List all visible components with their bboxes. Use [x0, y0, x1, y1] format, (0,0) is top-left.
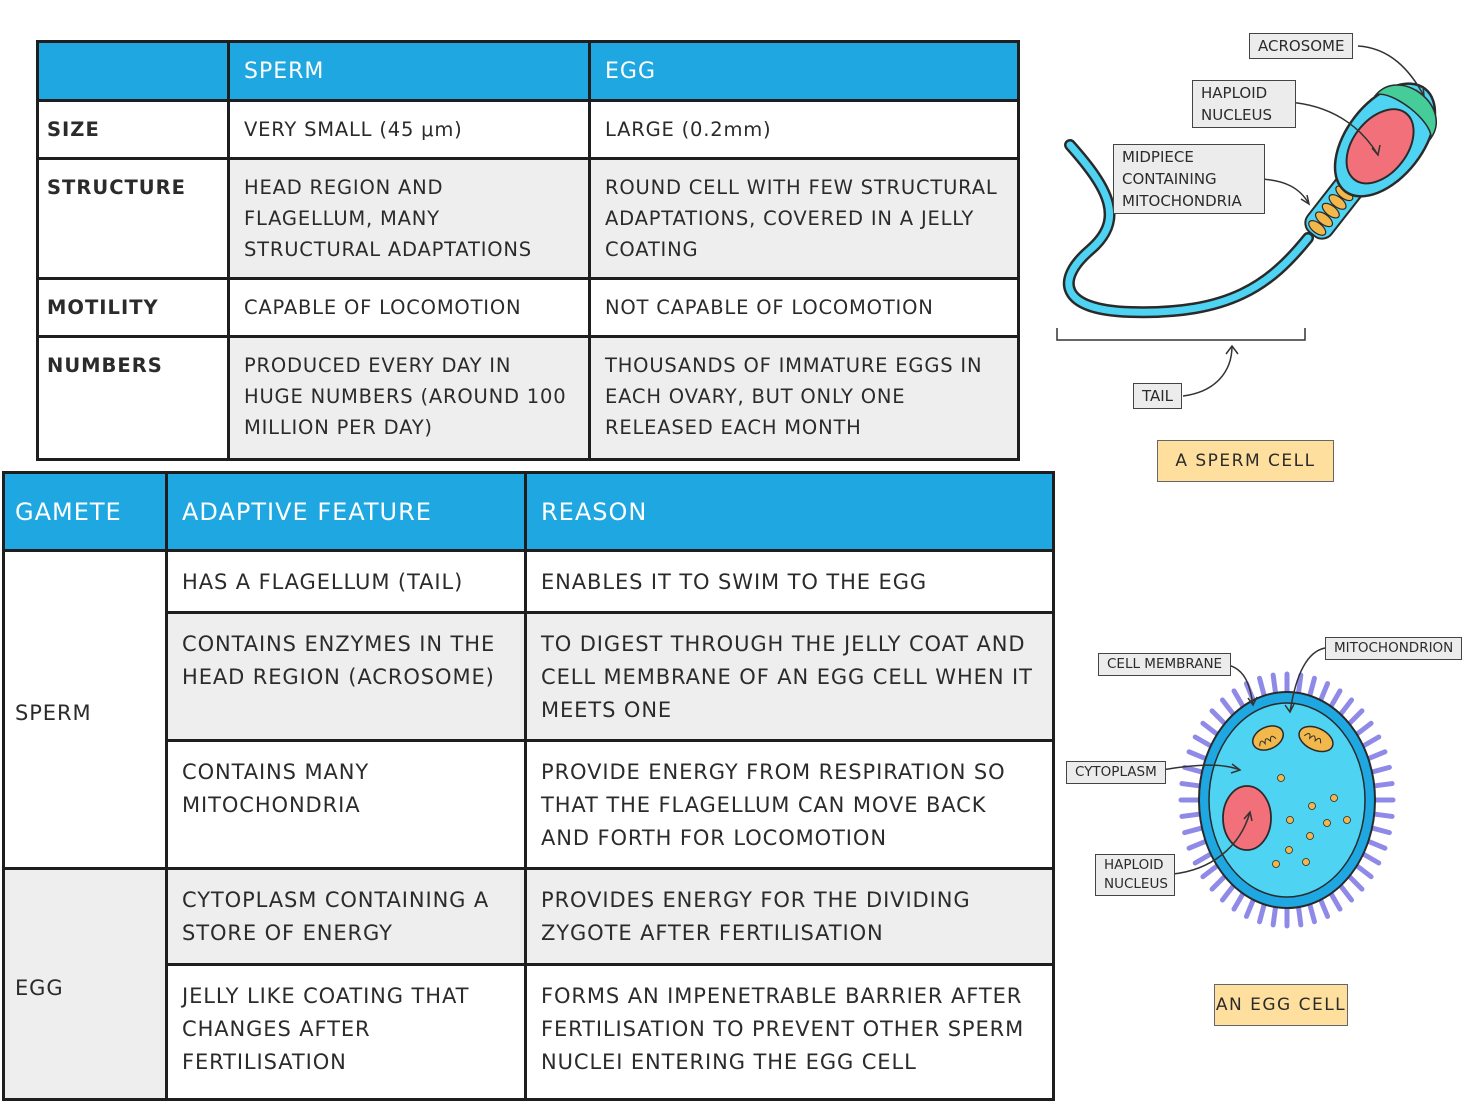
egg-cell: LARGE (0.2mm)	[588, 99, 1020, 160]
egg-cell: THOUSANDS OF IMMATURE EGGS IN EACH OVARY…	[588, 335, 1020, 461]
adaptations-table: GAMETE ADAPTIVE FEATURE REASON SPERM HAS…	[2, 471, 1055, 1101]
egg-cell-illustration	[1178, 671, 1396, 929]
reason-cell: ENABLES IT TO SWIM TO THE EGG	[524, 549, 1055, 614]
label-midpiece: MIDPIECE CONTAINING MITOCHONDRIA	[1113, 144, 1265, 214]
egg-energy-granules	[1272, 774, 1351, 868]
comparison-header-row: SPERM EGG	[36, 40, 1020, 102]
adaptations-header-gamete: GAMETE	[2, 471, 168, 552]
adaptations-header-row: GAMETE ADAPTIVE FEATURE REASON	[2, 471, 1055, 552]
sperm-cell: PRODUCED EVERY DAY IN HUGE NUMBERS (AROU…	[227, 335, 591, 461]
adaptation-row: SPERM HAS A FLAGELLUM (TAIL) ENABLES IT …	[2, 549, 1055, 870]
egg-nucleus	[1222, 785, 1272, 851]
label-cell-membrane: CELL MEMBRANE	[1098, 653, 1232, 676]
sperm-pointers	[1182, 45, 1425, 397]
label-cytoplasm: CYTOPLASM	[1066, 761, 1166, 784]
tail-bracket	[1056, 328, 1306, 341]
row-label: MOTILITY	[36, 277, 230, 338]
row-label: SIZE	[36, 99, 230, 160]
gamete-egg: EGG	[2, 867, 168, 1101]
row-label: NUMBERS	[36, 335, 230, 461]
comparison-header-egg: EGG	[588, 40, 1020, 102]
egg-cell: NOT CAPABLE OF LOCOMOTION	[588, 277, 1020, 338]
feature-cell: CONTAINS MANY MITOCHONDRIA	[165, 739, 527, 870]
reason-cell: PROVIDES ENERGY FOR THE DIVIDING ZYGOTE …	[524, 867, 1055, 966]
sperm-acrosome	[1373, 84, 1438, 141]
egg-pointers	[1155, 647, 1326, 875]
egg-caption: AN EGG CELL	[1214, 984, 1348, 1026]
feature-cell: HAS A FLAGELLUM (TAIL)	[165, 549, 527, 614]
egg-mitochondria	[1252, 725, 1334, 753]
adaptation-row: CONTAINS MANY MITOCHONDRIA PROVIDE ENERG…	[4, 739, 1055, 870]
reason-cell: FORMS AN IMPENETRABLE BARRIER AFTER FERT…	[524, 963, 1055, 1101]
sperm-caption: A SPERM CELL	[1157, 440, 1334, 482]
label-acrosome: ACROSOME	[1249, 33, 1354, 59]
comparison-row-size: SIZE VERY SMALL (45 μm) LARGE (0.2mm)	[36, 99, 1020, 160]
comparison-header-sperm: SPERM	[227, 40, 591, 102]
label-tail: TAIL	[1133, 383, 1183, 409]
comparison-row-structure: STRUCTURE HEAD REGION AND FLAGELLUM, MAN…	[36, 157, 1020, 280]
adaptations-header-feature: ADAPTIVE FEATURE	[165, 471, 527, 552]
comparison-row-numbers: NUMBERS PRODUCED EVERY DAY IN HUGE NUMBE…	[36, 335, 1020, 461]
comparison-header-blank	[36, 40, 230, 102]
feature-cell: CONTAINS ENZYMES IN THE HEAD REGION (ACR…	[165, 611, 527, 742]
row-label: STRUCTURE	[36, 157, 230, 280]
label-mitochondrion: MITOCHONDRION	[1325, 637, 1463, 660]
egg-cell: ROUND CELL WITH FEW STRUCTURAL ADAPTATIO…	[588, 157, 1020, 280]
sperm-cell: HEAD REGION AND FLAGELLUM, MANY STRUCTUR…	[227, 157, 591, 280]
arrow-heads	[1225, 85, 1425, 355]
adaptation-row: CONTAINS ENZYMES IN THE HEAD REGION (ACR…	[4, 611, 1055, 742]
comparison-table: SPERM EGG SIZE VERY SMALL (45 μm) LARGE …	[36, 40, 1020, 461]
gamete-sperm: SPERM	[2, 549, 168, 870]
feature-cell: JELLY LIKE COATING THAT CHANGES AFTER FE…	[165, 963, 527, 1101]
sperm-cell: VERY SMALL (45 μm)	[227, 99, 591, 160]
sperm-cell-illustration	[1056, 82, 1438, 341]
reason-cell: TO DIGEST THROUGH THE JELLY COAT AND CEL…	[524, 611, 1055, 742]
comparison-row-motility: MOTILITY CAPABLE OF LOCOMOTION NOT CAPAB…	[36, 277, 1020, 338]
sperm-cell: CAPABLE OF LOCOMOTION	[227, 277, 591, 338]
label-egg-haploid-nucleus: HAPLOID NUCLEUS	[1095, 854, 1175, 896]
adaptation-row: EGG CYTOPLASM CONTAINING A STORE OF ENER…	[2, 867, 1055, 1101]
adaptations-header-reason: REASON	[524, 471, 1055, 552]
label-sperm-haploid-nucleus: HAPLOID NUCLEUS	[1192, 80, 1296, 128]
feature-cell: CYTOPLASM CONTAINING A STORE OF ENERGY	[165, 867, 527, 966]
adaptation-row: JELLY LIKE COATING THAT CHANGES AFTER FE…	[4, 963, 1055, 1101]
reason-cell: PROVIDE ENERGY FROM RESPIRATION SO THAT …	[524, 739, 1055, 870]
